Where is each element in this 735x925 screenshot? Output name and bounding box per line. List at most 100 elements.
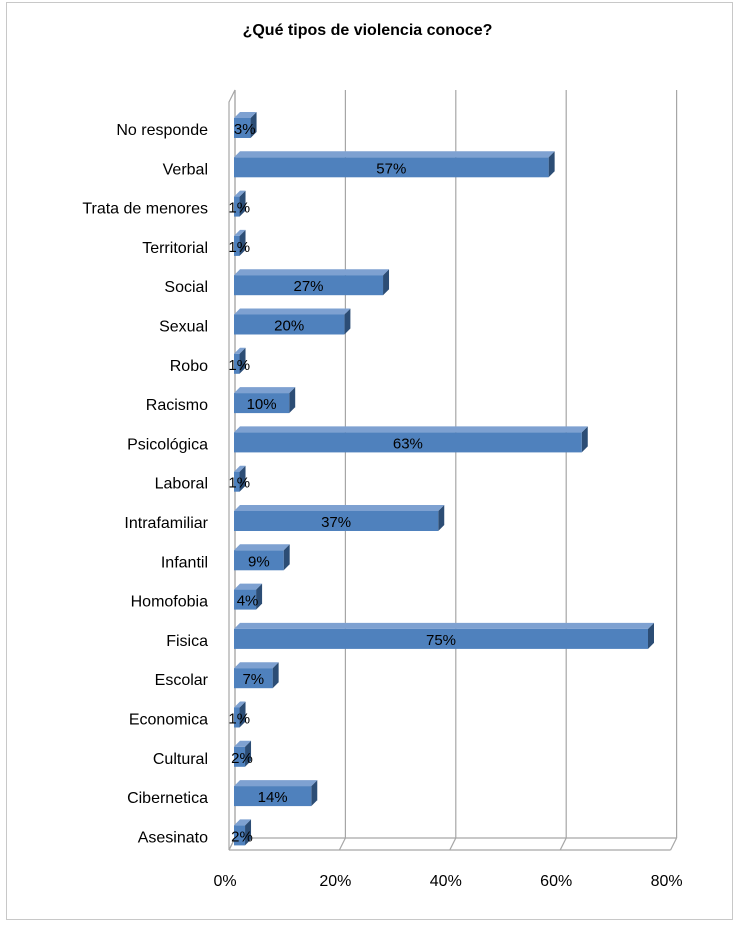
bar-top [234,190,246,197]
bar-top [234,701,246,708]
bar-top [234,269,390,276]
data-label: 20% [274,318,304,335]
bar-top [234,505,445,511]
bar: 1% [228,229,250,256]
category-label: Robo [170,358,208,375]
bar: 75% [234,622,654,649]
bar: 20% [234,308,351,335]
bar-side [344,308,351,335]
bar: 3% [234,112,257,138]
x-tick-label: 60% [540,873,572,890]
x-tick-labels: 0% 20% 40% 60% 80% [213,873,682,890]
bar-side [245,740,252,767]
data-label: 10% [247,396,277,413]
bar-front [234,275,384,296]
bar-front [234,707,240,728]
data-label: 63% [393,435,423,452]
data-label: 75% [426,632,456,649]
bar-side [272,662,279,689]
x-tick-label: 0% [213,873,236,890]
floor-tick [338,837,346,851]
bar-side [383,269,390,296]
bar-side [239,229,246,256]
category-label: Cibernetica [127,790,208,807]
bar: 2% [231,819,253,846]
bar-top [234,583,263,590]
bar: 57% [234,151,555,178]
bar-front [234,314,345,335]
bar-front [234,628,648,649]
data-label: 3% [234,121,256,138]
bar: 4% [234,583,263,610]
bar-front [234,746,246,767]
chart-title: ¿Qué tipos de violencia conoce? [242,22,493,39]
data-label: 14% [258,789,288,806]
bar: 14% [234,780,318,807]
bar-top [234,151,555,158]
data-label: 7% [242,671,264,688]
bar-top [234,229,246,236]
data-label: 1% [228,239,250,256]
bar-front [234,825,246,846]
bar: 1% [228,347,250,374]
bar-top [234,308,351,315]
bar-side [289,387,296,414]
bar-front [234,393,290,414]
category-labels: No responde Verbal Trata de menores Territo… [82,122,208,846]
bar-top [234,544,290,551]
category-label: Economica [129,712,208,729]
category-label: Trata de menores [82,201,208,218]
bar: 10% [234,387,296,414]
bar-side [245,819,252,846]
data-label: 9% [248,553,270,570]
bar-front [234,550,284,571]
category-label: Territorial [142,240,208,257]
category-label: Cultural [153,751,208,768]
bar-front [234,196,240,217]
category-label: Escolar [155,672,209,689]
x-tick-label: 20% [319,873,351,890]
bar-front [234,589,257,610]
bar-front [234,118,251,138]
bar-side [250,112,257,138]
data-label: 1% [228,475,250,492]
bar-top [234,465,246,472]
category-label: Intrafamiliar [124,515,208,532]
bar-side [438,505,445,531]
bar-front [234,668,273,689]
bar-side [311,780,318,807]
data-label: 2% [231,828,253,845]
x-tick-label: 80% [651,873,683,890]
category-label: Homofobia [131,594,208,611]
category-label: Infantil [161,554,208,571]
x-tick-label: 40% [430,873,462,890]
floor-tick [449,837,457,851]
category-label: Social [164,279,208,296]
bar-side [548,151,555,178]
chart-bars: 3% 57% 1% 1% 27% 20% 1% 10% 63% 1% 37% 9% 4% 75% 7% 1% 2… [228,112,654,846]
bar-side [239,701,246,728]
category-label: Sexual [159,319,208,336]
data-label: 1% [228,711,250,728]
bar: 1% [228,465,250,492]
category-label: No responde [116,122,208,139]
bar-side [648,622,654,649]
bar-top [234,662,279,669]
bar-side [283,544,290,571]
bar-side [239,465,246,492]
bar: 37% [234,505,445,531]
bar-front [234,432,582,453]
category-label: Fisica [166,633,208,650]
floor-tick [670,837,678,851]
bar-side [581,426,588,453]
bar: 2% [231,740,253,767]
bar-front [234,235,240,256]
data-label: 2% [231,750,253,767]
bar: 63% [234,426,588,453]
bar: 27% [234,269,390,296]
bar-top [234,112,257,118]
category-label: Verbal [163,161,208,178]
bar-top [234,740,252,747]
bar-side [256,583,263,610]
data-label: 1% [228,357,250,374]
